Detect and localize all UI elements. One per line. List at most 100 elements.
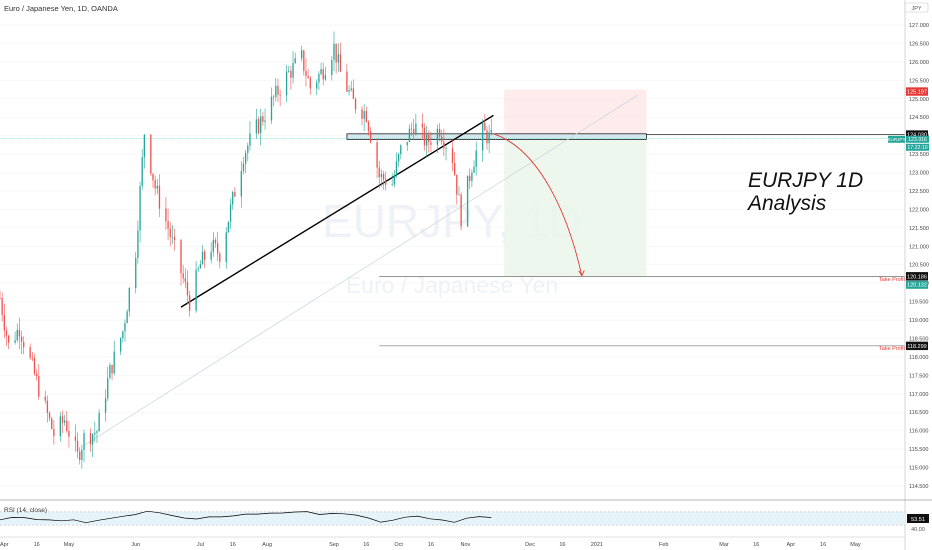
stop-price-label: 125.197 bbox=[907, 90, 927, 96]
time-axis[interactable]: Apr 16 May Jun Jul 16 Aug Sep 16 Oct 16 Nov Dec 16 202… bbox=[0, 542, 861, 548]
candle-up bbox=[264, 120, 266, 122]
candle-up bbox=[333, 43, 335, 60]
candle-up bbox=[397, 154, 400, 162]
candle-up bbox=[247, 145, 249, 153]
resistance-price-label: 124.030 bbox=[907, 133, 927, 139]
candle-up bbox=[156, 185, 158, 189]
candle-down bbox=[367, 121, 370, 132]
scale-badge[interactable] bbox=[904, 2, 929, 13]
projected-path bbox=[493, 133, 585, 277]
candle-up bbox=[294, 58, 296, 63]
candle-down bbox=[257, 119, 260, 134]
candle-up bbox=[331, 59, 333, 75]
candle-up bbox=[229, 204, 232, 222]
candle-up bbox=[212, 239, 214, 252]
annotation-line-1[interactable]: EURJPY 1D bbox=[748, 169, 863, 192]
rsi-band bbox=[0, 511, 905, 526]
candle-down bbox=[307, 76, 309, 79]
rsi-value-badge bbox=[907, 514, 929, 523]
current-price-bg bbox=[906, 135, 929, 143]
candle-down bbox=[376, 142, 378, 168]
candle-up bbox=[16, 329, 18, 341]
take-profit-label-2: Take Profit bbox=[879, 346, 905, 352]
channel-line bbox=[83, 94, 639, 446]
candle-up bbox=[320, 69, 322, 75]
annotation-line-2[interactable]: Analysis bbox=[746, 192, 827, 215]
candle-down bbox=[18, 329, 21, 337]
candle-down bbox=[61, 416, 64, 423]
resistance-price-label-bg bbox=[906, 130, 928, 139]
candle-up bbox=[288, 70, 290, 72]
time-tick-label: Sep bbox=[329, 542, 339, 548]
candle-up bbox=[481, 122, 484, 151]
rsi-line bbox=[0, 510, 492, 524]
candle-up bbox=[445, 148, 447, 149]
candle-up bbox=[109, 364, 111, 379]
candle-up bbox=[292, 62, 294, 78]
candle-up bbox=[270, 96, 273, 121]
candle-down bbox=[460, 194, 462, 227]
candle-down bbox=[369, 131, 372, 143]
price-tick-label: 116.500 bbox=[909, 410, 928, 416]
time-tick-label: Feb bbox=[659, 542, 668, 548]
rsi-pane bbox=[0, 510, 905, 526]
candle-down bbox=[186, 281, 189, 296]
price-tick-label: 124.500 bbox=[909, 115, 929, 121]
candle-up bbox=[285, 71, 288, 96]
candle-down bbox=[150, 134, 152, 174]
candle-up bbox=[94, 432, 96, 435]
time-tick-label: 16 bbox=[559, 542, 565, 548]
candle-down bbox=[421, 123, 424, 128]
candle-down bbox=[354, 98, 357, 110]
candle-up bbox=[415, 123, 417, 135]
candle-up bbox=[300, 50, 303, 59]
candle-down bbox=[309, 78, 311, 89]
candle-down bbox=[305, 70, 307, 77]
tp1-sub-bg bbox=[906, 280, 928, 289]
candle-up bbox=[380, 173, 383, 178]
price-tick-label: 121.500 bbox=[909, 226, 929, 232]
candle-up bbox=[128, 288, 130, 312]
price-tick-label: 116.000 bbox=[909, 429, 928, 435]
candle-up bbox=[137, 230, 139, 258]
price-tick-label: 123.500 bbox=[909, 152, 929, 158]
candle-up bbox=[119, 337, 122, 352]
candle-up bbox=[275, 85, 277, 98]
candle-up bbox=[91, 434, 94, 445]
candle-up bbox=[14, 340, 16, 343]
time-tick-label: 2021 bbox=[591, 542, 603, 548]
scale-badge-label: JPY bbox=[911, 6, 921, 12]
candle-down bbox=[74, 436, 77, 441]
candle-up bbox=[210, 251, 212, 260]
price-tick-label: 118.500 bbox=[909, 336, 928, 342]
candle-down bbox=[23, 341, 25, 348]
candle-down bbox=[335, 43, 337, 63]
candle-down bbox=[428, 134, 430, 143]
candle-down bbox=[167, 221, 169, 229]
time-tick-label: 16 bbox=[34, 542, 40, 548]
candle-down bbox=[277, 85, 279, 95]
candle-down bbox=[216, 243, 219, 254]
candle-up bbox=[436, 128, 439, 145]
price-tick-label: 119.000 bbox=[909, 318, 928, 324]
candle-down bbox=[169, 228, 171, 237]
candle-down bbox=[111, 364, 113, 374]
price-tick-label: 125.000 bbox=[909, 97, 929, 103]
candle-up bbox=[473, 166, 475, 173]
candle-down bbox=[5, 330, 8, 336]
candle-down bbox=[31, 357, 33, 359]
time-tick-label: Jul bbox=[197, 542, 204, 548]
candle-down bbox=[303, 50, 305, 71]
candle-up bbox=[232, 192, 234, 205]
candle-up bbox=[201, 251, 204, 265]
candle-down bbox=[234, 192, 236, 197]
candle-down bbox=[66, 420, 68, 432]
time-tick-label: Mar bbox=[719, 542, 729, 548]
candle-down bbox=[339, 54, 342, 72]
candle-down bbox=[214, 239, 217, 244]
tp2-price-label-bg bbox=[906, 341, 928, 351]
position-zones bbox=[346, 89, 647, 277]
projection-curve bbox=[493, 133, 583, 276]
tp1-sub-label: 120.132 bbox=[907, 283, 927, 289]
